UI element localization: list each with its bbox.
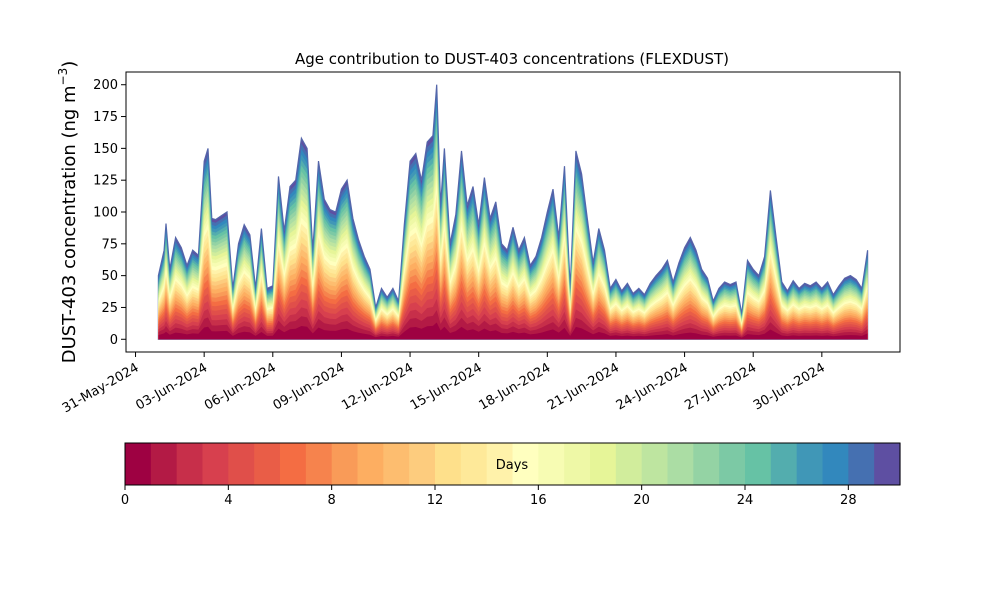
y-tick-label: 100 bbox=[93, 206, 118, 221]
colorbar-tick-label: 12 bbox=[427, 493, 444, 508]
colorbar-cell bbox=[667, 443, 694, 485]
stacked-age-areas bbox=[157, 84, 869, 340]
colorbar-cell bbox=[305, 443, 333, 485]
colorbar-cell bbox=[693, 443, 720, 485]
colorbar-cell bbox=[615, 443, 643, 485]
colorbar-cell bbox=[150, 443, 178, 485]
colorbar-cell bbox=[176, 443, 204, 485]
y-axis-label: DUST-403 concentration (ng m−3) bbox=[56, 61, 80, 364]
colorbar-tick-label: 16 bbox=[530, 493, 547, 508]
x-axis: 31-May-202403-Jun-202406-Jun-202409-Jun-… bbox=[60, 352, 828, 416]
x-tick-label: 12-Jun-2024 bbox=[339, 360, 416, 413]
colorbar-tick-label: 4 bbox=[224, 493, 232, 508]
colorbar-label: Days bbox=[496, 458, 529, 473]
x-tick-label: 27-Jun-2024 bbox=[682, 360, 759, 413]
plot-frame bbox=[125, 71, 901, 353]
x-tick-label: 03-Jun-2024 bbox=[133, 360, 210, 413]
colorbar-cell bbox=[590, 443, 617, 485]
x-tick-label: 31-May-2024 bbox=[60, 360, 142, 416]
chart-title: Age contribution to DUST-403 concentrati… bbox=[295, 50, 729, 68]
colorbar-cell bbox=[822, 443, 849, 485]
colorbar-cell bbox=[228, 443, 255, 485]
colorbar-tick-label: 24 bbox=[737, 493, 754, 508]
colorbar-cell bbox=[770, 443, 798, 485]
colorbar-cell bbox=[564, 443, 591, 485]
colorbar-frame bbox=[124, 442, 901, 486]
colorbar-cell bbox=[125, 443, 152, 485]
y-axis-label-text: DUST-403 concentration (ng m bbox=[59, 85, 80, 363]
colorbar-cell bbox=[254, 443, 281, 485]
y-tick-label: 50 bbox=[101, 269, 118, 284]
colorbar-tick-label: 20 bbox=[633, 493, 650, 508]
x-tick-label: 09-Jun-2024 bbox=[271, 360, 348, 413]
colorbar-cell bbox=[719, 443, 746, 485]
y-tick-label: 75 bbox=[101, 237, 118, 252]
colorbar-axis: 0 4 8 12 16 20 24 28 bbox=[121, 485, 857, 508]
y-tick-label: 200 bbox=[93, 78, 118, 93]
colorbar-cell bbox=[796, 443, 824, 485]
y-tick-label: 175 bbox=[93, 110, 118, 125]
colorbar-cell bbox=[848, 443, 875, 485]
colorbar-cell bbox=[460, 443, 488, 485]
colorbar-cell bbox=[331, 443, 359, 485]
y-axis-label-close: ) bbox=[59, 61, 80, 68]
y-tick-label: 0 bbox=[110, 333, 118, 348]
colorbar bbox=[125, 443, 901, 485]
colorbar-cell bbox=[538, 443, 565, 485]
y-tick-label: 150 bbox=[93, 142, 118, 157]
colorbar-cell bbox=[435, 443, 462, 485]
colorbar-cell bbox=[641, 443, 669, 485]
x-tick-label: 15-Jun-2024 bbox=[408, 360, 485, 413]
colorbar-cell bbox=[383, 443, 410, 485]
x-tick-label: 30-Jun-2024 bbox=[751, 360, 828, 413]
colorbar-tick-label: 0 bbox=[121, 493, 129, 508]
y-tick-label: 25 bbox=[101, 301, 118, 316]
colorbar-cell bbox=[512, 443, 539, 485]
colorbar-cell bbox=[280, 443, 307, 485]
colorbar-cell bbox=[357, 443, 384, 485]
colorbar-cell bbox=[202, 443, 229, 485]
colorbar-cell bbox=[409, 443, 436, 485]
age-layer-area bbox=[158, 322, 868, 340]
colorbar-tick-label: 8 bbox=[328, 493, 336, 508]
y-axis-label-superscript: −3 bbox=[56, 68, 70, 86]
colorbar-cell bbox=[874, 443, 901, 485]
y-tick-label: 125 bbox=[93, 174, 118, 189]
x-tick-label: 24-Jun-2024 bbox=[614, 360, 691, 413]
y-axis: 0 25 50 75 100 125 150 175 200 bbox=[93, 78, 126, 348]
x-tick-label: 18-Jun-2024 bbox=[476, 360, 553, 413]
x-tick-label: 06-Jun-2024 bbox=[202, 360, 279, 413]
x-tick-label: 21-Jun-2024 bbox=[545, 360, 622, 413]
colorbar-cell bbox=[486, 443, 514, 485]
colorbar-cell bbox=[745, 443, 772, 485]
colorbar-tick-label: 28 bbox=[840, 493, 857, 508]
